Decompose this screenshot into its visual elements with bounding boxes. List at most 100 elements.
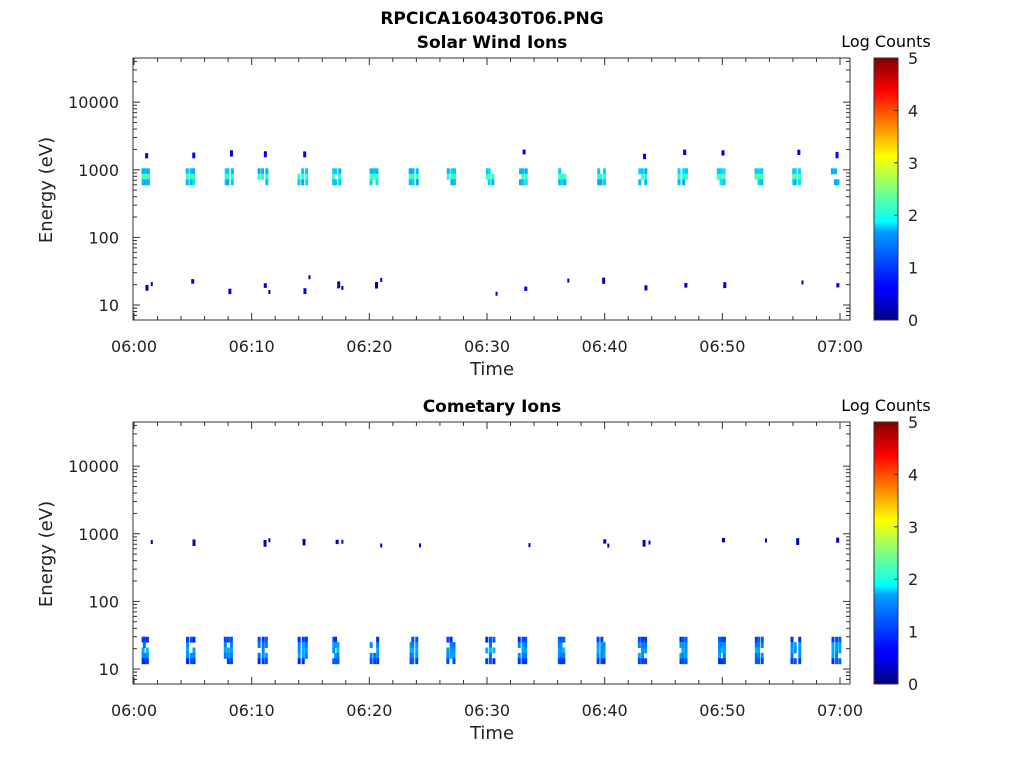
spectrogram-cell	[722, 179, 726, 186]
spectrogram-cell	[303, 288, 307, 294]
spectrogram-cell	[376, 636, 380, 643]
spectrogram-cell	[679, 652, 683, 659]
spectrogram-cell	[793, 658, 797, 665]
spectrogram-cell	[760, 636, 764, 643]
spectrogram-cell	[838, 636, 842, 643]
spectrogram-cell	[264, 636, 268, 643]
spectrogram-cell	[373, 658, 377, 665]
spectrogram-cell	[224, 168, 228, 175]
spectrogram-cell	[716, 173, 720, 180]
spectrogram-cell	[415, 652, 419, 659]
spectrogram-cell	[559, 658, 563, 665]
spectrogram-cell	[641, 652, 645, 659]
spectrogram-cell	[644, 658, 648, 665]
spectrogram-cell	[830, 168, 834, 175]
spectrogram-cell	[189, 168, 193, 175]
spectrogram-cell	[495, 291, 498, 296]
spectrogram-cell	[411, 652, 415, 659]
spectrogram-cell	[150, 539, 153, 544]
spectrogram-cell	[644, 636, 648, 643]
spectrogram-cell	[369, 642, 373, 649]
spectrogram-cell	[230, 173, 234, 180]
spectrogram-cell	[450, 168, 454, 175]
spectrogram-cell	[336, 658, 340, 665]
spectrogram-cell	[487, 179, 491, 186]
spectrogram-data	[141, 537, 842, 665]
spectrogram-cell	[528, 543, 531, 548]
spectrogram-cell	[754, 642, 758, 649]
panel-title: Solar Wind Ions	[417, 33, 568, 53]
spectrogram-cell	[793, 173, 797, 180]
spectrogram-cell	[485, 647, 489, 654]
spectrogram-cell	[142, 652, 146, 659]
spectrogram-cell	[559, 647, 563, 654]
spectrogram-cell	[491, 173, 495, 180]
spectrogram-cell	[793, 642, 797, 649]
spectrogram-cell	[831, 658, 835, 665]
spectrogram-cell	[757, 658, 761, 665]
spectrogram-cell	[341, 285, 344, 290]
spectrogram-cell	[798, 647, 802, 654]
spectrogram-cell	[145, 636, 149, 643]
spectrogram-cell	[602, 647, 606, 654]
spectrogram-cell	[411, 642, 415, 649]
spectrogram-cell	[798, 636, 802, 643]
spectrogram-cell	[790, 652, 794, 659]
spectrogram-cell	[449, 652, 453, 659]
spectrogram-cell	[192, 647, 196, 654]
spectrogram-cell	[560, 173, 564, 180]
spectrogram-cell	[336, 652, 340, 659]
spectrogram-cell	[602, 277, 606, 284]
spectrogram-cell	[409, 647, 413, 654]
spectrogram-cell	[684, 658, 688, 665]
spectrogram-cell	[797, 179, 801, 186]
spectrogram-cell	[517, 652, 521, 659]
x-tick-label: 06:10	[229, 701, 275, 720]
colorbar-tick-label: 0	[908, 675, 918, 694]
spectrogram-cell	[718, 647, 722, 654]
colorbar-tick-label: 3	[908, 154, 918, 173]
spectrogram-cell	[722, 173, 726, 180]
spectrogram-cell	[189, 658, 193, 665]
spectrogram-cell	[836, 179, 840, 186]
spectrogram-cell	[488, 636, 492, 643]
spectrogram-cell	[597, 168, 601, 175]
spectrogram-cell	[415, 173, 419, 180]
x-tick-label: 06:20	[346, 337, 392, 356]
spectrogram-cell	[558, 179, 562, 186]
spectrogram-cell	[446, 168, 450, 175]
spectrogram-cell	[297, 642, 301, 649]
spectrogram-cell	[677, 179, 681, 186]
spectrogram-cell	[261, 173, 265, 180]
spectrogram-cell	[677, 173, 681, 180]
spectrogram-cell	[757, 647, 761, 654]
spectrogram-cell	[229, 647, 233, 654]
spectrogram-cell	[142, 642, 146, 649]
spectrogram-cell	[684, 652, 688, 659]
spectrogram-cell	[757, 168, 761, 175]
y-ticks: 10 100 1000 10000	[68, 424, 850, 685]
spectrogram-cell	[835, 652, 839, 659]
spectrogram-cell	[683, 149, 687, 156]
colorbar-ticks: 0 1 2 3 4 5	[894, 49, 918, 330]
spectrogram-cell	[638, 168, 642, 175]
spectrogram-cell	[792, 173, 796, 180]
colorbar-tick-label: 4	[908, 101, 918, 120]
spectrogram-cell	[261, 636, 265, 643]
spectrogram-cell	[521, 168, 525, 175]
spectrogram-cell	[637, 636, 641, 643]
x-tick-label: 06:50	[699, 337, 745, 356]
spectrogram-cell	[263, 283, 267, 288]
spectrogram-cell	[297, 173, 301, 180]
spectrogram-cell	[369, 179, 373, 186]
spectrogram-cell	[485, 658, 489, 665]
spectrogram-cell	[145, 284, 149, 291]
spectrogram-cell	[600, 652, 604, 659]
spectrogram-cell	[141, 647, 145, 654]
colorbar-tick-label: 5	[908, 413, 918, 432]
spectrogram-cell	[838, 642, 842, 649]
spectrogram-cell	[229, 658, 233, 665]
spectrogram-cell	[681, 642, 685, 649]
y-axis-label: Energy (eV)	[36, 501, 57, 607]
